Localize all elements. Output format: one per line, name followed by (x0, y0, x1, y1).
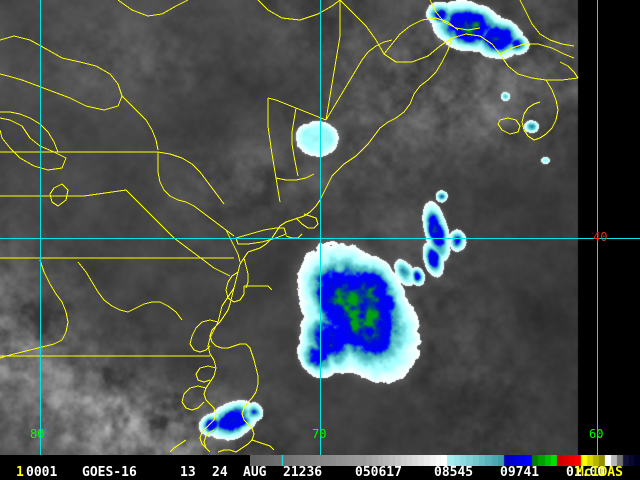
status-bar: 1 0001 GOES-16 13 24 AUG 21236 050617 08… (0, 455, 640, 480)
satellite-image-view[interactable]: 80 70 60 40 (0, 0, 640, 455)
julian-date-field: 21236 (283, 465, 323, 480)
longitude-label-60: 60 (589, 427, 604, 441)
status-text-row: 1 0001 GOES-16 13 24 AUG 21236 050617 08… (0, 466, 640, 480)
color-enhancement-bar[interactable] (250, 455, 640, 466)
longitude-label-80: 80 (30, 427, 45, 441)
mcidas-brand-label: McIDAS (576, 465, 623, 480)
latitude-label-40: 40 (593, 230, 608, 244)
frame-marker-digit: 1 (16, 465, 24, 480)
month-field: AUG (243, 465, 267, 480)
frame-number-field: 0001 (26, 465, 58, 480)
longitude-label-70: 70 (312, 427, 327, 441)
resolution-field: 01.00 (566, 465, 606, 480)
latlon-grid-overlay (0, 0, 640, 455)
coastline-overlay (0, 0, 579, 453)
color-enhancement-canvas[interactable] (250, 455, 640, 466)
line-coordinate-field: 08545 (434, 465, 474, 480)
map-overlay (0, 0, 640, 455)
day-field: 24 (212, 465, 228, 480)
band-number-field: 13 (180, 465, 196, 480)
element-coordinate-field: 09741 (500, 465, 540, 480)
satellite-name-field: GOES-16 (82, 465, 137, 480)
image-time-field: 050617 (355, 465, 402, 480)
